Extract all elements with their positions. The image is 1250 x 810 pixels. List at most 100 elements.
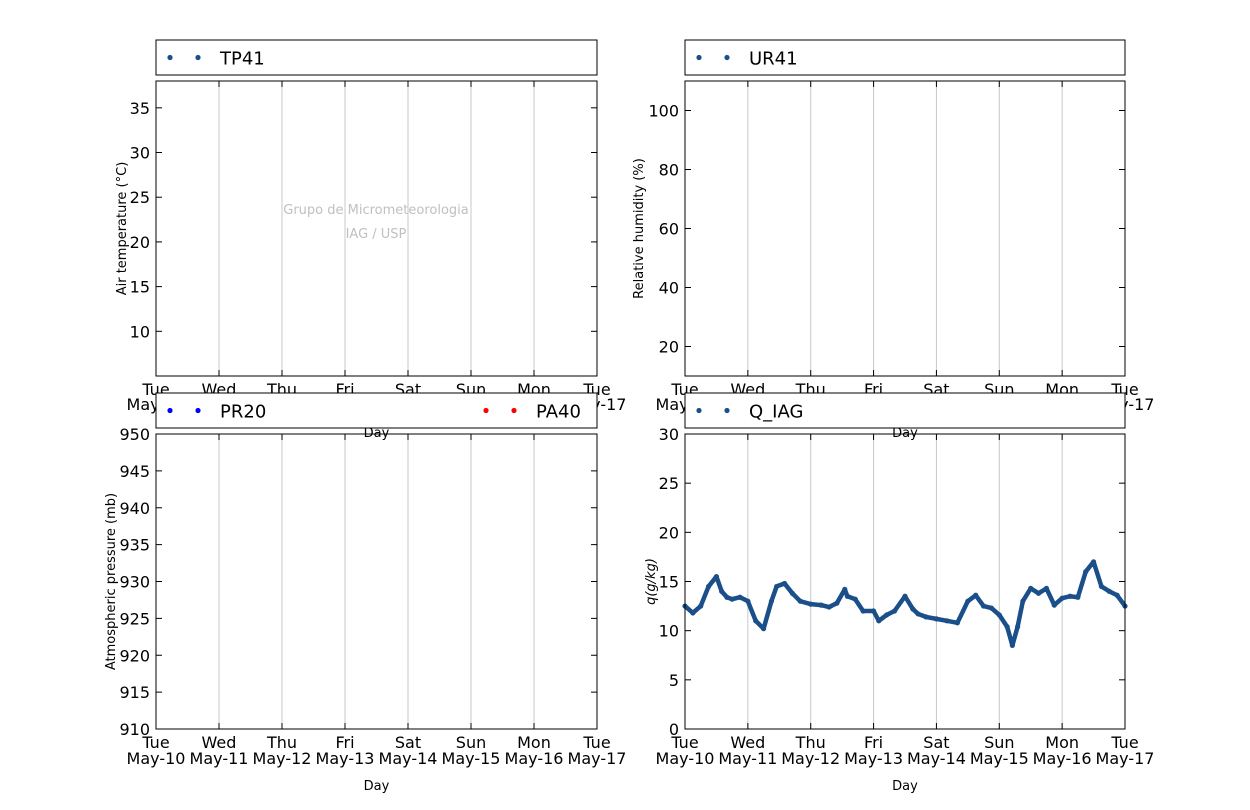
x-axis-label: Day (364, 779, 390, 794)
data-point (1083, 569, 1089, 575)
x-tick-day-label: Mon (1045, 733, 1079, 752)
data-point (713, 573, 720, 580)
y-axis-label: Relative humidity (%) (632, 158, 647, 299)
legend-marker (195, 54, 201, 61)
data-point (719, 588, 725, 594)
x-tick-day-label: Thu (795, 733, 826, 752)
x-tick-date-label: May-16 (1033, 749, 1092, 768)
data-point (1051, 602, 1057, 608)
axes-frame (684, 80, 1126, 377)
y-tick-label: 930 (119, 573, 150, 592)
y-tick-label: 15 (659, 573, 679, 592)
data-point (933, 616, 940, 622)
data-point (834, 600, 840, 606)
y-tick-label: 935 (119, 536, 150, 555)
data-point (852, 596, 858, 602)
legend-box (155, 39, 598, 76)
data-point (724, 594, 730, 600)
legend-marker (511, 407, 517, 414)
data-point (860, 608, 866, 614)
data-point (745, 598, 751, 604)
legend-marker (167, 407, 173, 414)
legend-box (155, 392, 598, 429)
data-point (698, 603, 704, 609)
watermark-line-2: IAG / USP (346, 227, 407, 242)
y-tick-label: 20 (130, 233, 150, 252)
data-point (996, 612, 1002, 618)
data-point (1090, 559, 1097, 565)
y-tick-label: 925 (119, 609, 150, 628)
x-tick-day-label: Tue (670, 733, 698, 752)
data-point (1035, 590, 1042, 596)
x-tick-date-label: May-15 (970, 749, 1029, 768)
legend-box (684, 392, 1126, 429)
atmospheric-pressure-panel: 910915920925930935940945950TueMay-10WedM… (104, 392, 626, 794)
data-point (1004, 624, 1010, 630)
x-tick-day-label: Thu (266, 733, 297, 752)
specific-humidity-panel: 051015202530TueMay-10WedMay-11ThuMay-12F… (644, 392, 1154, 794)
x-tick-day-label: Sun (984, 733, 1014, 752)
x-tick-date-label: May-14 (907, 749, 966, 768)
y-axis-label: q(g/kg) (644, 558, 659, 605)
data-point (902, 593, 908, 599)
x-tick-day-label: Sat (395, 733, 421, 752)
y-tick-label: 920 (119, 646, 150, 665)
x-tick-date-label: May-16 (505, 749, 564, 768)
data-point (1009, 642, 1015, 649)
x-tick-date-label: May-14 (379, 749, 438, 768)
watermark: Grupo de Micrometeorologia IAG / USP (283, 203, 469, 242)
data-point (818, 602, 824, 608)
data-point (760, 626, 767, 632)
series-line-q_iag (682, 559, 1128, 648)
y-tick-label: 10 (659, 622, 679, 641)
legend-marker (724, 54, 730, 61)
legend-label-q_iag: Q_IAG (749, 402, 803, 423)
data-point (965, 598, 971, 604)
data-point (973, 592, 979, 598)
y-tick-label: 40 (659, 279, 679, 298)
data-point (774, 583, 780, 590)
data-point (768, 598, 775, 604)
y-tick-label: 25 (659, 474, 679, 493)
y-axis-label: Air temperature (°C) (115, 162, 130, 296)
x-tick-date-label: May-13 (844, 749, 903, 768)
data-point (870, 608, 877, 614)
relative-humidity-panel: 20406080100TueMay-10WedMay-11ThuMay-12Fr… (632, 39, 1154, 441)
x-tick-date-label: May-11 (190, 749, 249, 768)
y-tick-label: 35 (130, 99, 150, 118)
y-tick-label: 10 (130, 322, 150, 341)
data-point (844, 593, 850, 599)
legend-marker (724, 407, 730, 414)
data-point (1059, 595, 1065, 601)
x-tick-day-label: Wed (730, 733, 765, 752)
x-tick-date-label: May-13 (316, 749, 375, 768)
y-tick-label: 0 (669, 720, 679, 739)
data-point (1075, 594, 1081, 600)
data-point (705, 583, 712, 590)
data-point (1015, 624, 1021, 630)
x-tick-day-label: Mon (517, 733, 551, 752)
data-point (915, 611, 921, 617)
data-point (954, 620, 960, 626)
legend-marker (696, 407, 702, 414)
data-point (884, 612, 890, 618)
y-tick-label: 910 (119, 720, 150, 739)
data-point (944, 618, 950, 624)
x-tick-date-label: May-12 (253, 749, 312, 768)
x-tick-day-label: Tue (141, 733, 169, 752)
y-tick-label: 60 (659, 220, 679, 239)
y-tick-label: 5 (669, 671, 679, 690)
y-tick-label: 945 (119, 462, 150, 481)
x-tick-date-label: May-10 (127, 749, 186, 768)
legend-marker (483, 407, 489, 414)
legend-label-tp41: TP41 (219, 49, 265, 70)
watermark-line-1: Grupo de Micrometeorologia (283, 203, 469, 218)
x-tick-day-label: Wed (202, 733, 237, 752)
x-tick-day-label: Sat (923, 733, 949, 752)
data-point (1114, 592, 1120, 598)
x-axis-label: Day (892, 779, 918, 794)
data-point (737, 594, 743, 600)
data-point (876, 618, 882, 624)
y-tick-label: 30 (659, 425, 679, 444)
y-tick-label: 950 (119, 425, 150, 444)
